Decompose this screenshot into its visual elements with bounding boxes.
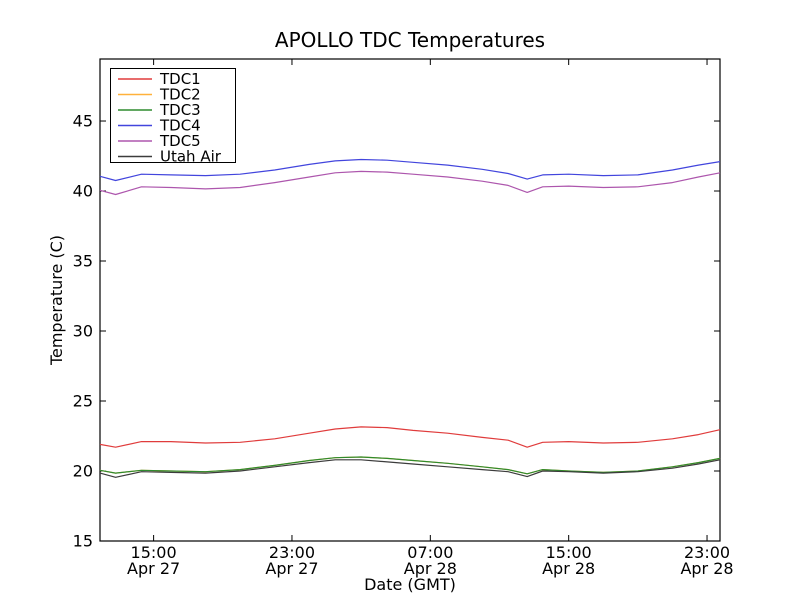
- y-tick-label: 45: [73, 112, 93, 131]
- x-tick-label-time: 23:00: [269, 543, 315, 562]
- x-tick-label-date: Apr 28: [542, 559, 595, 578]
- x-axis-label: Date (GMT): [364, 575, 456, 594]
- y-tick-label: 35: [73, 252, 93, 271]
- y-tick-label: 15: [73, 532, 93, 551]
- x-tick-label-date: Apr 27: [127, 559, 180, 578]
- plot-frame: [99, 58, 721, 542]
- y-tick-label: 30: [73, 322, 93, 341]
- legend-label-tdc5: TDC5: [159, 132, 201, 150]
- x-tick-label-date: Apr 28: [404, 559, 457, 578]
- x-tick-label-date: Apr 28: [680, 559, 733, 578]
- series-line-tdc4: [99, 158, 721, 182]
- y-tick-label: 25: [73, 392, 93, 411]
- y-axis-label: Temperature (C): [47, 235, 66, 366]
- series-line-tdc5: [99, 170, 721, 196]
- x-tick-label-time: 15:00: [546, 543, 592, 562]
- x-tick-label-time: 07:00: [407, 543, 453, 562]
- x-tick-label-date: Apr 27: [265, 559, 318, 578]
- legend-label-tdc3: TDC3: [159, 101, 201, 119]
- x-tick-label-time: 15:00: [131, 543, 177, 562]
- x-tick-label-time: 23:00: [684, 543, 730, 562]
- y-tick-label: 40: [73, 182, 93, 201]
- legend-box: [110, 68, 236, 163]
- series-line-tdc3: [99, 456, 721, 475]
- chart-title: APOLLO TDC Temperatures: [275, 28, 545, 52]
- series-line-utah-air: [99, 459, 721, 478]
- y-tick-label: 20: [73, 462, 93, 481]
- legend-label-tdc2: TDC2: [159, 86, 201, 104]
- legend-label-tdc1: TDC1: [159, 70, 201, 88]
- legend-label-tdc4: TDC4: [159, 117, 201, 135]
- series-line-tdc1: [99, 426, 721, 448]
- legend-label-utah-air: Utah Air: [160, 148, 222, 166]
